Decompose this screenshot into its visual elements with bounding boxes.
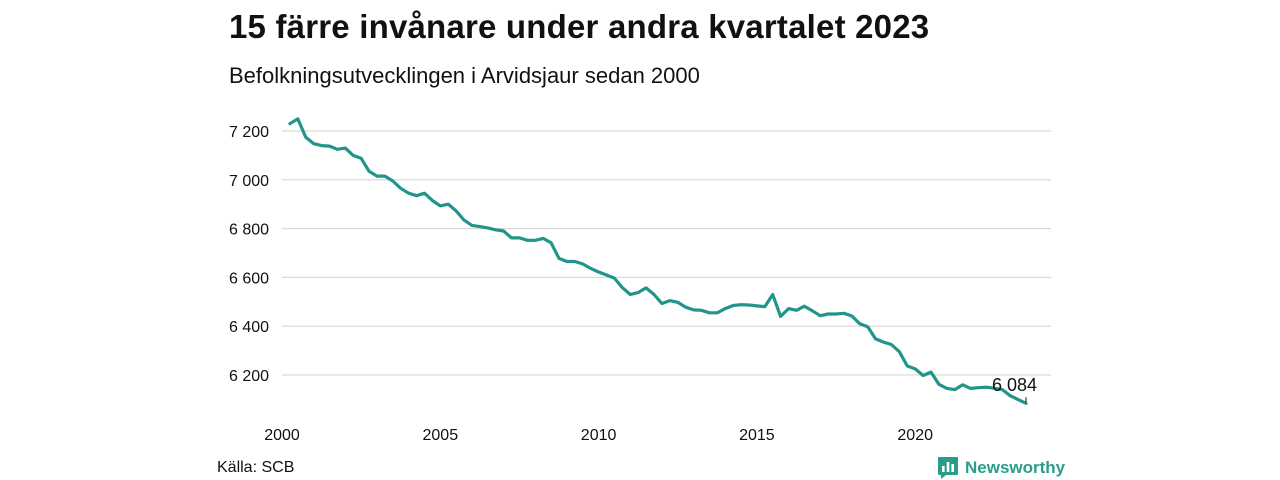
y-tick-label: 6 200 xyxy=(229,368,269,385)
chart-subtitle: Befolkningsutvecklingen i Arvidsjaur sed… xyxy=(229,63,700,88)
brand-name: Newsworthy xyxy=(965,458,1066,477)
source-note: Källa: SCB xyxy=(217,459,295,476)
x-tick-label: 2000 xyxy=(264,427,300,444)
annotation-layer: 6 084 xyxy=(992,375,1037,403)
x-tick-label: 2020 xyxy=(897,427,933,444)
end-value-label: 6 084 xyxy=(992,375,1037,395)
y-axis-ticks: 6 200 6 400 6 600 6 800 7 000 7 200 xyxy=(229,124,269,385)
y-tick-label: 6 400 xyxy=(229,319,269,336)
x-tick-label: 2005 xyxy=(423,427,459,444)
gridlines xyxy=(282,130,1051,376)
y-tick-label: 7 200 xyxy=(229,124,269,141)
y-tick-label: 7 000 xyxy=(229,173,269,190)
x-axis-ticks: 2000 2005 2010 2015 2020 xyxy=(264,427,933,444)
x-tick-label: 2015 xyxy=(739,427,775,444)
series-line xyxy=(288,117,1028,405)
chart-title: 15 färre invånare under andra kvartalet … xyxy=(229,8,930,45)
y-tick-label: 6 600 xyxy=(229,270,269,287)
series-layer xyxy=(288,117,1028,405)
brand-logo: Newsworthy xyxy=(937,456,1065,480)
y-tick-label: 6 800 xyxy=(229,222,269,239)
x-tick-label: 2010 xyxy=(581,427,617,444)
newsworthy-logo-icon xyxy=(938,457,958,479)
